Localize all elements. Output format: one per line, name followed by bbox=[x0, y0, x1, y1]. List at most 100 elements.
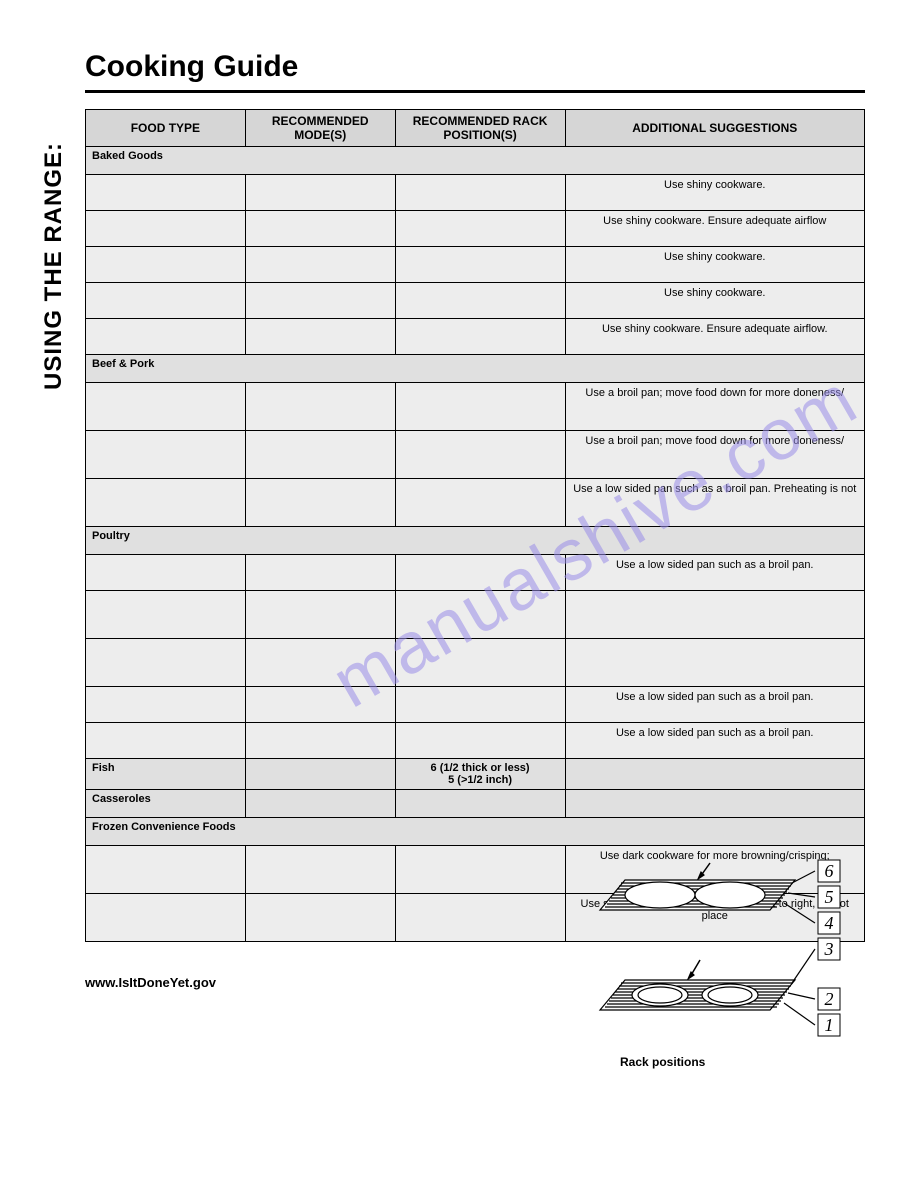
content-area: Cooking Guide FOOD TYPE RECOMMENDED MODE… bbox=[85, 50, 865, 942]
cell bbox=[86, 555, 246, 591]
cell: Use shiny cookware. Ensure adequate airf… bbox=[565, 211, 865, 247]
cell bbox=[245, 431, 395, 479]
category-label: Baked Goods bbox=[86, 147, 865, 175]
rack-diagram: 6 5 4 3 2 1 bbox=[570, 855, 850, 1050]
rack-label-5: 5 bbox=[825, 887, 834, 907]
category-label: Beef & Pork bbox=[86, 355, 865, 383]
category-row: Baked Goods bbox=[86, 147, 865, 175]
cell bbox=[245, 555, 395, 591]
cell bbox=[565, 639, 865, 687]
category-row: Poultry bbox=[86, 527, 865, 555]
rack-label-2: 2 bbox=[825, 989, 834, 1009]
cell bbox=[245, 894, 395, 942]
cell bbox=[395, 555, 565, 591]
category-label: Poultry bbox=[86, 527, 865, 555]
cell bbox=[395, 591, 565, 639]
cell bbox=[395, 431, 565, 479]
cell: Use a low sided pan such as a broil pan. bbox=[565, 555, 865, 591]
table-row: Use a broil pan; move food down for more… bbox=[86, 431, 865, 479]
category-row: Fish 6 (1/2 thick or less)5 (>1/2 inch) bbox=[86, 759, 865, 790]
page-title: Cooking Guide bbox=[85, 50, 865, 93]
rack-caption: Rack positions bbox=[620, 1055, 705, 1069]
table-row: Use a low sided pan such as a broil pan. bbox=[86, 555, 865, 591]
table-row: Use a low sided pan such as a broil pan. bbox=[86, 723, 865, 759]
cell: Use a low sided pan such as a broil pan. bbox=[565, 723, 865, 759]
cell bbox=[245, 479, 395, 527]
th-mode: RECOMMENDED MODE(S) bbox=[245, 110, 395, 147]
cell bbox=[395, 383, 565, 431]
cell bbox=[395, 846, 565, 894]
sidebar-title: USING THE RANGE: bbox=[40, 142, 68, 390]
category-row: Frozen Convenience Foods bbox=[86, 818, 865, 846]
cell: Use a broil pan; move food down for more… bbox=[565, 383, 865, 431]
rack-label-3: 3 bbox=[824, 939, 834, 959]
cell bbox=[86, 383, 246, 431]
cell bbox=[395, 479, 565, 527]
cell bbox=[245, 687, 395, 723]
table-row bbox=[86, 639, 865, 687]
table-row: Use a low sided pan such as a broil pan. bbox=[86, 687, 865, 723]
cell: Use shiny cookware. bbox=[565, 175, 865, 211]
cell bbox=[565, 759, 865, 790]
cell bbox=[86, 283, 246, 319]
cell bbox=[86, 175, 246, 211]
cell bbox=[86, 894, 246, 942]
cell bbox=[86, 479, 246, 527]
cell bbox=[245, 790, 395, 818]
table-row: Use a low sided pan such as a broil pan.… bbox=[86, 479, 865, 527]
cell bbox=[245, 759, 395, 790]
cell bbox=[245, 846, 395, 894]
cell bbox=[86, 431, 246, 479]
table-row bbox=[86, 591, 865, 639]
category-label: Frozen Convenience Foods bbox=[86, 818, 865, 846]
cell bbox=[395, 639, 565, 687]
cell bbox=[245, 175, 395, 211]
cell bbox=[245, 319, 395, 355]
cell: Use shiny cookware. Ensure adequate airf… bbox=[565, 319, 865, 355]
cell bbox=[86, 319, 246, 355]
cell bbox=[245, 211, 395, 247]
cell bbox=[565, 790, 865, 818]
cell bbox=[245, 283, 395, 319]
cell bbox=[395, 175, 565, 211]
cell bbox=[86, 687, 246, 723]
th-rack: RECOMMENDED RACK POSITION(S) bbox=[395, 110, 565, 147]
rack-label-4: 4 bbox=[825, 913, 834, 933]
table-body: Baked GoodsUse shiny cookware.Use shiny … bbox=[86, 147, 865, 942]
table-row: Use shiny cookware. Ensure adequate airf… bbox=[86, 319, 865, 355]
cell bbox=[245, 723, 395, 759]
cell bbox=[395, 790, 565, 818]
cell bbox=[395, 687, 565, 723]
table-row: Use shiny cookware. bbox=[86, 283, 865, 319]
cell: Casseroles bbox=[86, 790, 246, 818]
cell: Use shiny cookware. bbox=[565, 247, 865, 283]
th-suggestions: ADDITIONAL SUGGESTIONS bbox=[565, 110, 865, 147]
cell bbox=[395, 211, 565, 247]
th-food-type: FOOD TYPE bbox=[86, 110, 246, 147]
cell bbox=[86, 639, 246, 687]
page: USING THE RANGE: Cooking Guide FOOD TYPE… bbox=[0, 0, 918, 1188]
table-row: Use shiny cookware. Ensure adequate airf… bbox=[86, 211, 865, 247]
cell: Use a low sided pan such as a broil pan. bbox=[565, 687, 865, 723]
rack-label-6: 6 bbox=[825, 861, 834, 881]
cell bbox=[395, 319, 565, 355]
cell bbox=[245, 639, 395, 687]
category-row: Beef & Pork bbox=[86, 355, 865, 383]
table-header-row: FOOD TYPE RECOMMENDED MODE(S) RECOMMENDE… bbox=[86, 110, 865, 147]
cell bbox=[245, 383, 395, 431]
cell bbox=[86, 247, 246, 283]
cell bbox=[395, 894, 565, 942]
footer-url: www.IsItDoneYet.gov bbox=[85, 975, 216, 990]
cell bbox=[86, 846, 246, 894]
cell bbox=[565, 591, 865, 639]
cell bbox=[395, 283, 565, 319]
cell bbox=[86, 723, 246, 759]
cell: Use a broil pan; move food down for more… bbox=[565, 431, 865, 479]
table-row: Use shiny cookware. bbox=[86, 247, 865, 283]
category-row: Casseroles bbox=[86, 790, 865, 818]
cell bbox=[86, 591, 246, 639]
cell bbox=[395, 247, 565, 283]
cell: 6 (1/2 thick or less)5 (>1/2 inch) bbox=[395, 759, 565, 790]
cell: Fish bbox=[86, 759, 246, 790]
cooking-guide-table: FOOD TYPE RECOMMENDED MODE(S) RECOMMENDE… bbox=[85, 109, 865, 942]
